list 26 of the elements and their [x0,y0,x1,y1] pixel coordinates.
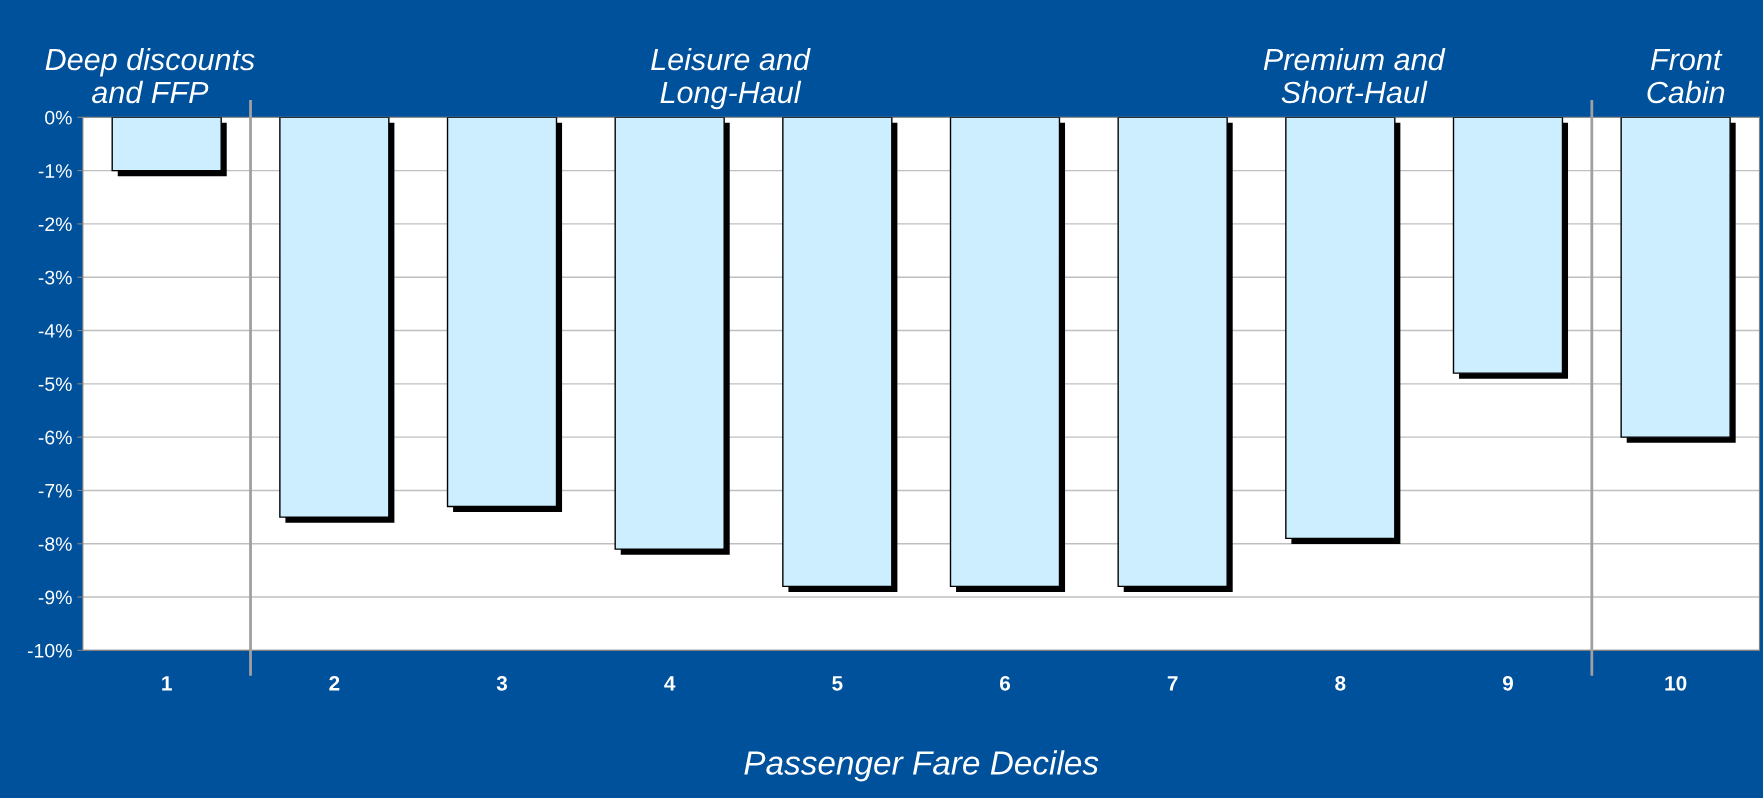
x-axis-title: Passenger Fare Deciles [744,750,1099,782]
y-tick-label: 0% [45,110,72,125]
x-tick-label: 8 [1335,675,1346,691]
text: Front Cabin [1647,49,1725,104]
text: Leisure and Long-Haul [651,47,811,110]
y-tick-label: -8% [38,537,72,551]
y-tick-label: -9% [38,590,72,605]
x-tick-label: 4 [664,676,676,691]
x-tick-label: 7 [1167,676,1178,691]
text: Premium and Short-Haul [1263,47,1446,104]
x-tick-label: 1 [162,676,172,691]
y-tick-label: -1% [38,164,72,178]
y-tick-label: -7% [38,484,72,498]
x-tick-label: 2 [329,675,340,691]
x-tick-label: 3 [496,675,508,691]
y-tick-label: -10% [27,643,72,658]
x-tick-label: 10 [1665,675,1687,691]
y-tick-label: -4% [38,324,72,338]
y-tick-label: -5% [38,377,72,392]
y-tick-label: -3% [38,270,72,285]
x-tick-label: 9 [1502,675,1513,691]
y-tick-label: -6% [38,430,72,445]
x-tick-label: 5 [832,676,843,691]
text: Deep discounts and FFP [45,47,255,104]
y-tick-label: -2% [38,217,72,232]
x-tick-label: 6 [999,675,1011,691]
